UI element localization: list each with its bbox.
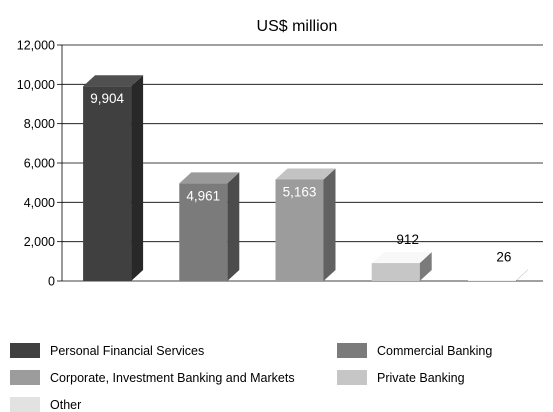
legend-swatch [10,397,40,412]
legend-swatch [10,343,40,358]
bar-side [515,269,528,281]
y-tick-label: 0 [48,275,55,289]
bar [371,263,420,281]
legend-swatch [10,370,40,385]
bar-chart: US$ million 0 2,000 4,000 6,000 8,000 10,000 1… [17,18,543,289]
bar [467,280,516,281]
bar-top [83,75,144,87]
bar-side [227,172,240,281]
legend-label: Other [50,397,82,412]
bar-side [323,168,336,281]
data-label: 4,961 [186,188,220,203]
legend-swatch [337,370,367,385]
legend-item: Personal Financial Services [10,343,204,358]
legend-item: Commercial Banking [337,343,492,358]
bar-side [131,75,144,281]
data-label: 26 [496,249,511,264]
chart-title: US$ million [257,18,338,35]
bar-top [467,269,528,281]
data-label: 912 [396,232,419,247]
bar [83,86,132,281]
legend-label: Commercial Banking [377,343,493,358]
data-label: 9,904 [90,91,124,106]
legend-label: Private Banking [377,370,465,385]
legend: Personal Financial Services Commercial B… [0,336,553,412]
y-tick-label: 8,000 [24,117,55,131]
bar-top [371,252,432,264]
legend-item: Private Banking [337,370,465,385]
bar [179,183,228,281]
legend-label: Personal Financial Services [50,343,205,358]
data-label: 5,163 [283,184,317,199]
data-labels: 9,904 4,961 5,163 912 26 [90,91,511,264]
bars [83,75,528,281]
legend-item: Other [10,397,81,412]
bar-side [419,252,432,281]
y-tick-label: 6,000 [24,157,55,171]
y-tick-label: 4,000 [24,196,55,210]
legend-label: Corporate, Investment Banking and Market… [50,370,295,385]
y-axis: 0 2,000 4,000 6,000 8,000 10,000 12,000 [17,39,63,289]
legend-item: Corporate, Investment Banking and Market… [10,370,295,385]
bar-top [275,168,336,180]
y-tick-label: 2,000 [24,235,55,249]
y-tick-label: 12,000 [17,39,55,53]
y-tick-label: 10,000 [17,78,55,92]
bar [275,179,324,281]
legend-swatch [337,343,367,358]
bar-top [179,172,240,184]
